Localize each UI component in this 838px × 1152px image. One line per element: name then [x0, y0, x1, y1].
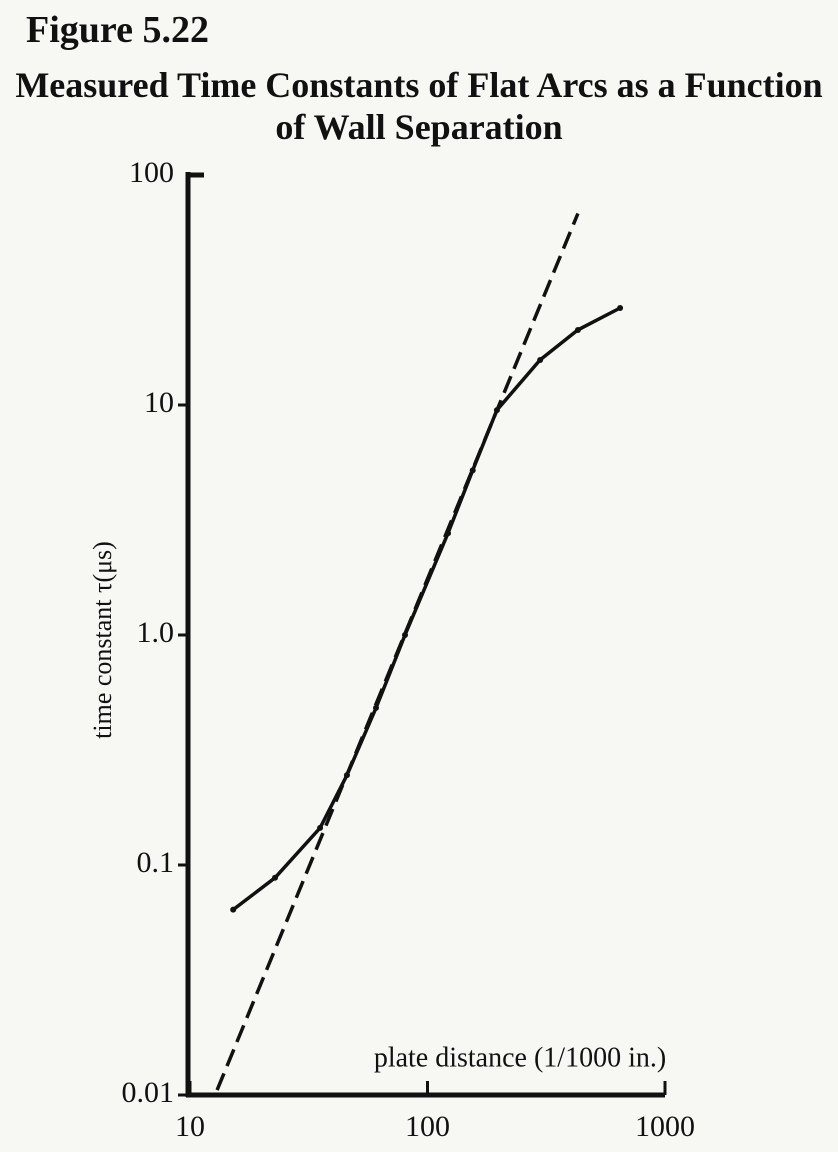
- data-point: [493, 407, 500, 414]
- y-tick-label: 0.1: [137, 846, 175, 879]
- data-point: [401, 632, 408, 638]
- data-point: [317, 824, 324, 831]
- chart-title: Measured Time Constants of Flat Arcs as …: [15, 65, 823, 147]
- data-point: [445, 530, 452, 537]
- x-tick-label: 100: [405, 1110, 450, 1143]
- x-axis-label: plate distance (1/1000 in.): [374, 1042, 666, 1073]
- data-point: [230, 906, 237, 913]
- x-tick-label: 10: [175, 1110, 205, 1143]
- data-point: [469, 467, 476, 474]
- y-tick-label: 10: [144, 386, 174, 419]
- x-tick-label: 1000: [635, 1110, 695, 1143]
- data-point: [373, 704, 380, 711]
- y-tick-label: 1.0: [137, 616, 175, 649]
- data-point: [343, 772, 350, 779]
- y-axis-label: time constant τ(μs): [88, 541, 117, 739]
- data-point: [272, 874, 279, 881]
- data-line: [232, 306, 621, 911]
- figure-label: Figure 5.22: [26, 9, 209, 51]
- data-point: [617, 305, 624, 312]
- data-point: [574, 326, 581, 333]
- y-tick-label: 100: [129, 156, 174, 189]
- data-point: [537, 356, 544, 363]
- y-tick-label: 0.01: [122, 1076, 175, 1109]
